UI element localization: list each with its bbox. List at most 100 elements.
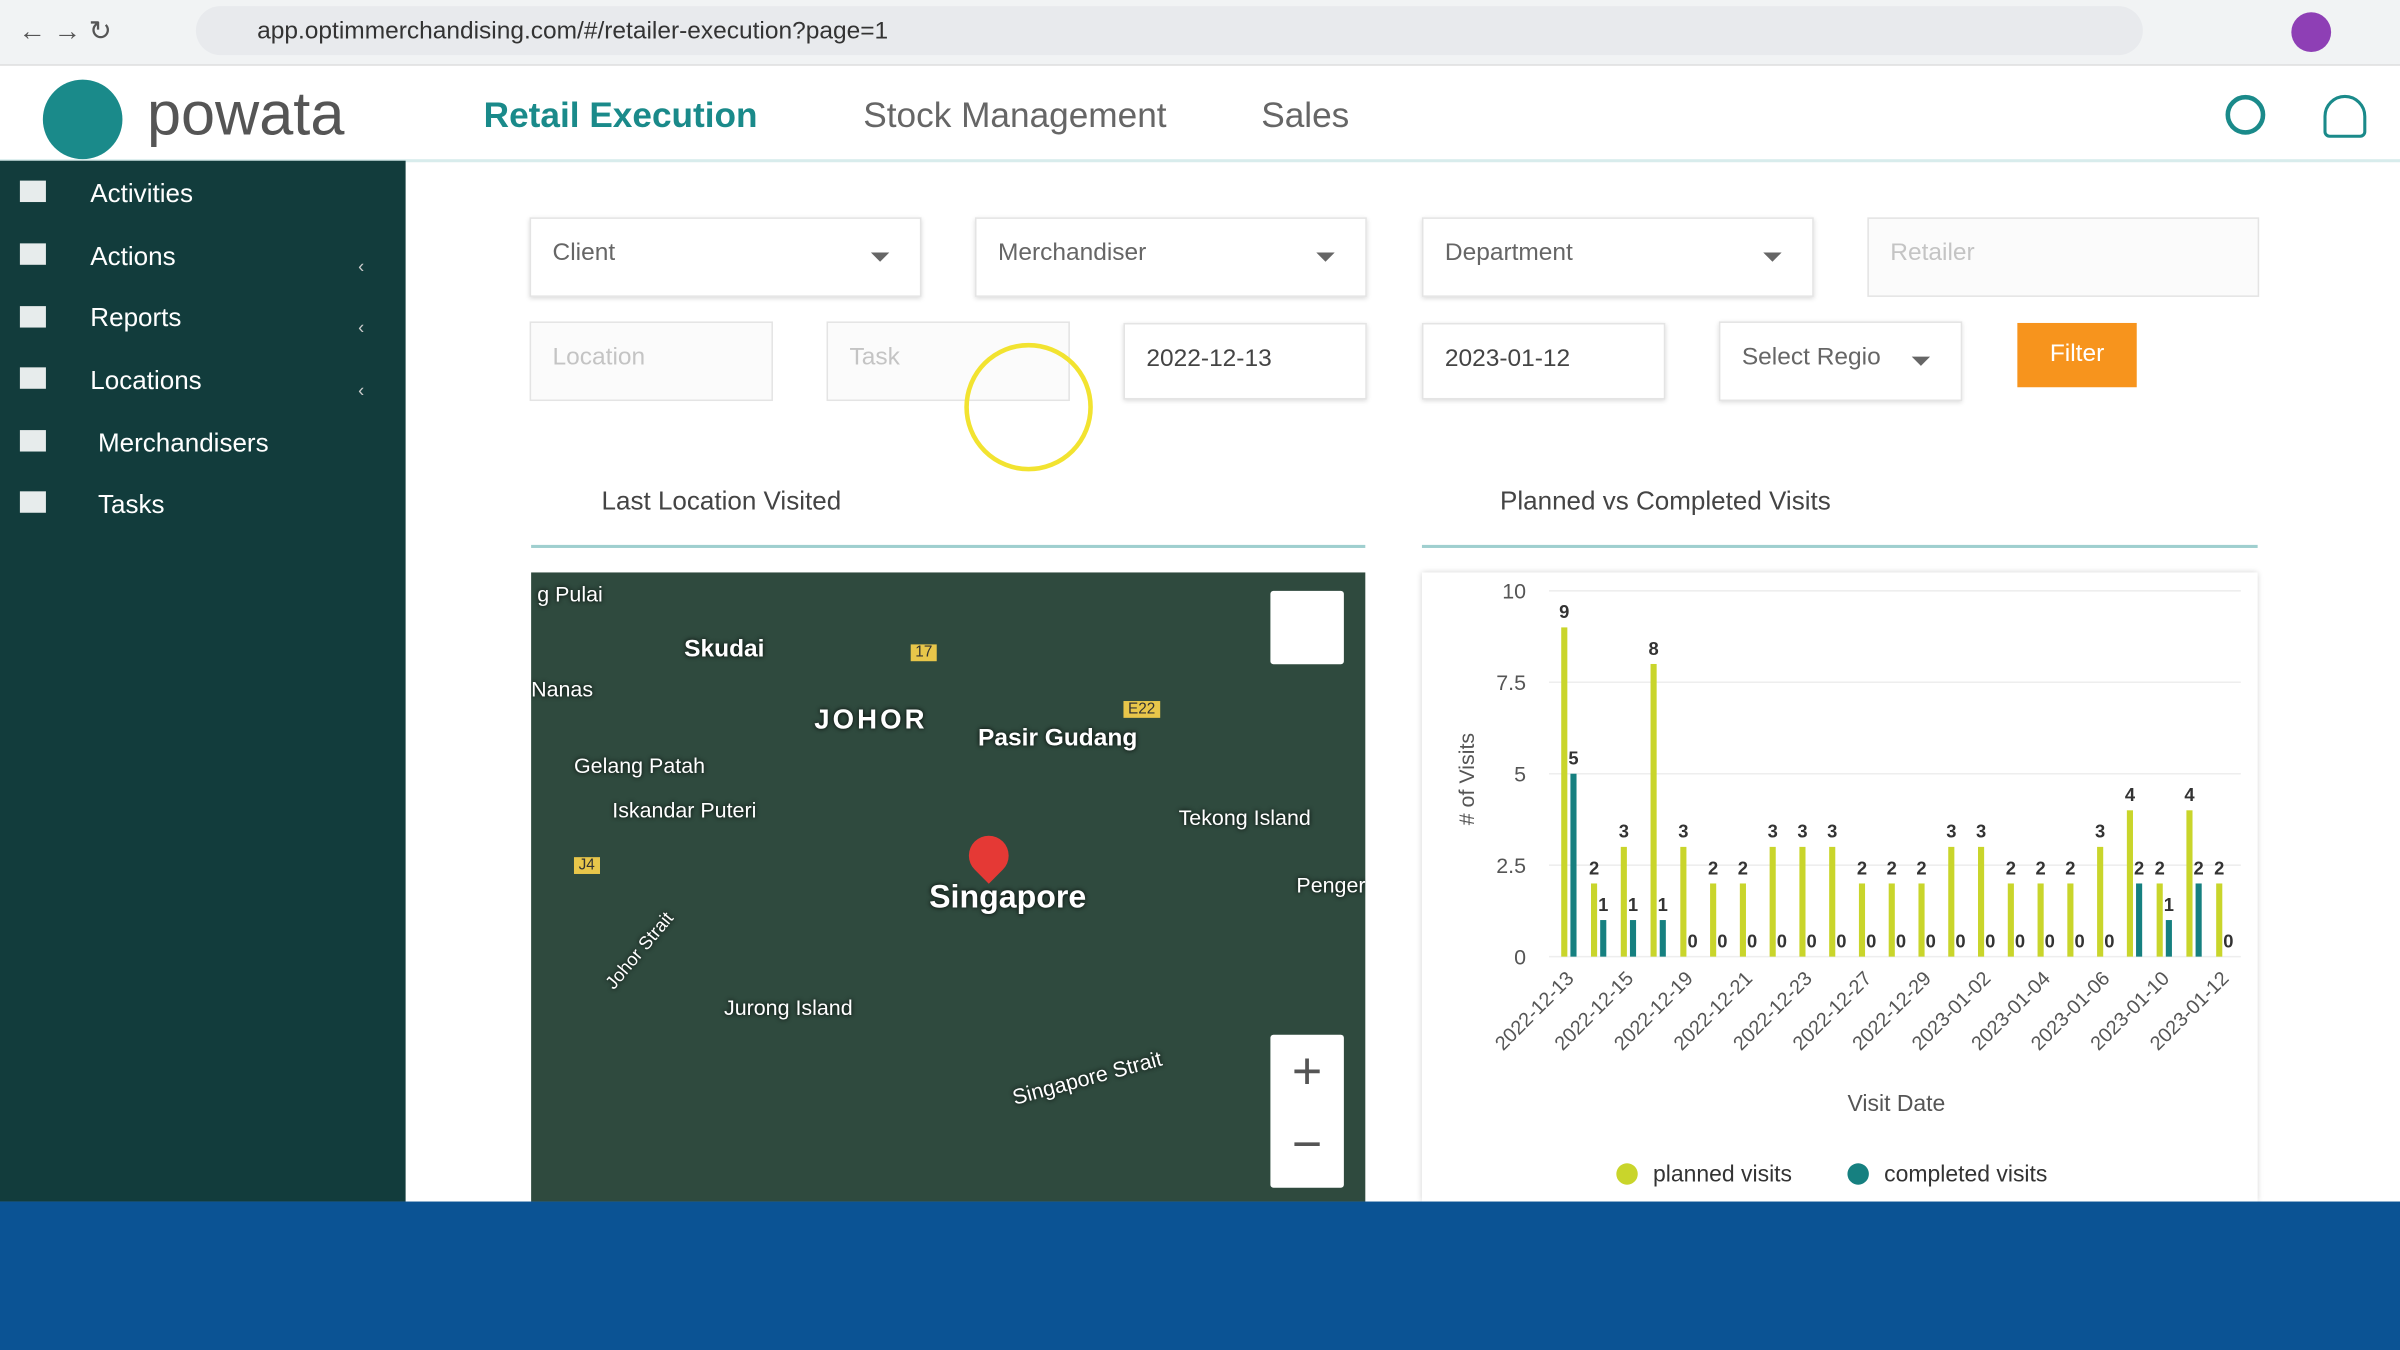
- bar: [1799, 846, 1806, 957]
- placeholder: Retailer: [1890, 240, 1975, 267]
- header: [0, 65, 2400, 163]
- bar: [1680, 846, 1687, 957]
- location-select[interactable]: Location: [529, 321, 773, 402]
- bar: [2007, 883, 2014, 957]
- road-label: E22: [1123, 701, 1160, 718]
- placeholder: Client: [552, 240, 616, 267]
- value-label: 1: [1628, 894, 1638, 915]
- value-label: 3: [1976, 821, 1986, 842]
- map-pin[interactable]: [960, 827, 1017, 884]
- department-select[interactable]: Department: [1421, 217, 1814, 297]
- y-tick-label: 7.5: [1496, 671, 1526, 695]
- placeholder: Merchandiser: [997, 240, 1147, 267]
- logo-icon[interactable]: [42, 79, 123, 160]
- value-label: 2: [2155, 857, 2165, 878]
- bar: [2165, 920, 2172, 957]
- bar: [2216, 883, 2223, 957]
- legend-marker: [1847, 1163, 1869, 1185]
- value-label: 2: [1887, 857, 1897, 878]
- bar: [1829, 846, 1836, 957]
- value-label: 0: [2223, 930, 2233, 951]
- value-label: 2: [1708, 857, 1718, 878]
- x-axis-label: Visit Date: [1848, 1090, 1946, 1116]
- bar: [1978, 846, 1985, 957]
- divider: [1421, 544, 2258, 548]
- value-label: 3: [1678, 821, 1688, 842]
- fullscreen-button[interactable]: [1270, 590, 1344, 665]
- date: 2022-12-13: [1146, 345, 1272, 372]
- bar: [1918, 883, 1925, 957]
- bar: [1710, 883, 1717, 957]
- menu-icon: [19, 491, 46, 513]
- divider: [531, 544, 1366, 548]
- menu-item[interactable]: Reports: [90, 303, 182, 333]
- value-label: 2: [2214, 857, 2224, 878]
- region-select[interactable]: Select Regio: [1718, 321, 1963, 402]
- menu-icon: [19, 430, 46, 452]
- bar: [1650, 663, 1657, 957]
- retailer-select[interactable]: Retailer: [1867, 217, 2260, 297]
- y-tick-label: 0: [1514, 945, 1526, 969]
- value-label: 2: [2134, 857, 2144, 878]
- y-tick-label: 10: [1502, 579, 1526, 603]
- value-label: 0: [1777, 930, 1787, 951]
- value-label: 4: [2125, 784, 2136, 805]
- value-label: 0: [1717, 930, 1727, 951]
- bar: [2126, 810, 2133, 957]
- map-label: Jurong Island: [723, 994, 853, 1020]
- menu-icon: [19, 180, 46, 203]
- settings-icon[interactable]: [2225, 94, 2266, 135]
- menu-item[interactable]: Merchandisers: [97, 428, 269, 458]
- map-label: Penger: [1296, 872, 1366, 897]
- value-label: 2: [2065, 857, 2075, 878]
- merchandiser-select[interactable]: Merchandiser: [974, 217, 1367, 297]
- value-label: 0: [2045, 930, 2055, 951]
- value-label: 2: [1857, 857, 1867, 878]
- map[interactable]: g Pulai Skudai Nanas JOHOR Pasir Gudang …: [531, 572, 1366, 1202]
- value-label: 5: [1568, 748, 1578, 769]
- nav-link[interactable]: Stock Management: [863, 94, 1167, 135]
- value-label: 2: [1738, 857, 1748, 878]
- nav-link[interactable]: Sales: [1261, 94, 1350, 135]
- road-label: 17: [910, 644, 937, 662]
- bar: [1888, 883, 1895, 957]
- url: app.optimmerchandising.com/#/retailer-ex…: [257, 18, 889, 45]
- value-label: 0: [1687, 930, 1697, 951]
- value-label: 0: [2015, 930, 2025, 951]
- value-label: 0: [1985, 930, 1995, 951]
- placeholder: Task: [849, 344, 900, 371]
- value-label: 3: [2095, 821, 2105, 842]
- profile-avatar[interactable]: [2291, 12, 2332, 53]
- road-label: J4: [573, 857, 600, 874]
- value-label: 0: [1747, 930, 1757, 951]
- chevron[interactable]: ‹: [358, 379, 365, 402]
- map-label: g Pulai: [537, 581, 603, 607]
- map-label: Singapore: [929, 880, 1087, 916]
- bar: [2136, 883, 2143, 957]
- menu-item[interactable]: Tasks: [97, 489, 165, 519]
- filter-button[interactable]: Filter: [2017, 322, 2137, 388]
- date: 2023-01-12: [1444, 345, 1571, 372]
- map-label: Singapore Strait: [1009, 1045, 1165, 1110]
- map-label: Iskandar Puteri: [612, 797, 757, 822]
- zoom-controls[interactable]: + −: [1270, 1034, 1344, 1188]
- menu-item[interactable]: Locations: [90, 365, 202, 395]
- sidebar: Activities Actions ‹ Reports ‹ Locations…: [0, 160, 406, 1202]
- logo[interactable]: powata: [146, 81, 345, 149]
- user-icon[interactable]: [2323, 94, 2367, 138]
- client-select[interactable]: Client: [529, 217, 922, 297]
- nav-buttons[interactable]: ← → ↻: [18, 15, 112, 46]
- chevron[interactable]: ‹: [358, 255, 365, 278]
- chevron[interactable]: ‹: [358, 316, 365, 339]
- address-bar[interactable]: app.optimmerchandising.com/#/retailer-ex…: [195, 6, 2143, 56]
- map-label: JOHOR: [814, 704, 928, 735]
- start-date[interactable]: 2022-12-13: [1123, 322, 1367, 400]
- menu-item[interactable]: Actions: [90, 241, 176, 271]
- map-label: Gelang Patah: [573, 753, 706, 778]
- end-date[interactable]: 2023-01-12: [1421, 322, 1666, 400]
- value-label: 8: [1648, 638, 1658, 659]
- placeholder: Department: [1444, 240, 1573, 267]
- nav-link[interactable]: Retail Execution: [483, 94, 758, 135]
- menu-item[interactable]: Activities: [90, 179, 193, 209]
